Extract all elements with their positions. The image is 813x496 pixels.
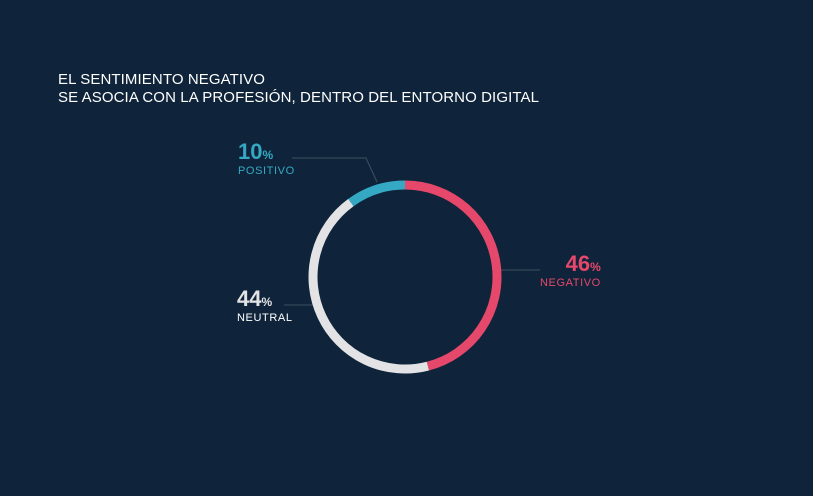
slice-label-positivo: 10% POSITIVO xyxy=(238,141,295,178)
percent-sign-neutral: % xyxy=(261,295,273,309)
value-neutral: 44 xyxy=(237,286,262,311)
slice-label-negativo: 46% NEGATIVO xyxy=(540,253,601,290)
category-negativo: NEGATIVO xyxy=(540,277,601,289)
slice-label-neutral: 44% NEUTRAL xyxy=(237,288,293,325)
percent-sign-positivo: % xyxy=(262,148,274,162)
category-positivo: POSITIVO xyxy=(238,165,295,177)
chart-title-line-1: EL SENTIMIENTO NEGATIVO xyxy=(58,71,266,88)
slice-positivo xyxy=(348,180,406,207)
value-positivo: 10 xyxy=(238,139,263,164)
chart-title: EL SENTIMIENTO NEGATIVO SE ASOCIA CON LA… xyxy=(58,71,539,107)
percent-sign-negativo: % xyxy=(590,260,601,274)
slice-negativo xyxy=(404,180,502,371)
category-neutral: NEUTRAL xyxy=(237,312,293,324)
slice-neutral xyxy=(308,198,429,374)
leader-line-positivo xyxy=(292,157,378,183)
value-negativo: 46 xyxy=(565,251,591,276)
chart-title-line-2: SE ASOCIA CON LA PROFESIÓN, DENTRO DEL E… xyxy=(58,89,540,106)
